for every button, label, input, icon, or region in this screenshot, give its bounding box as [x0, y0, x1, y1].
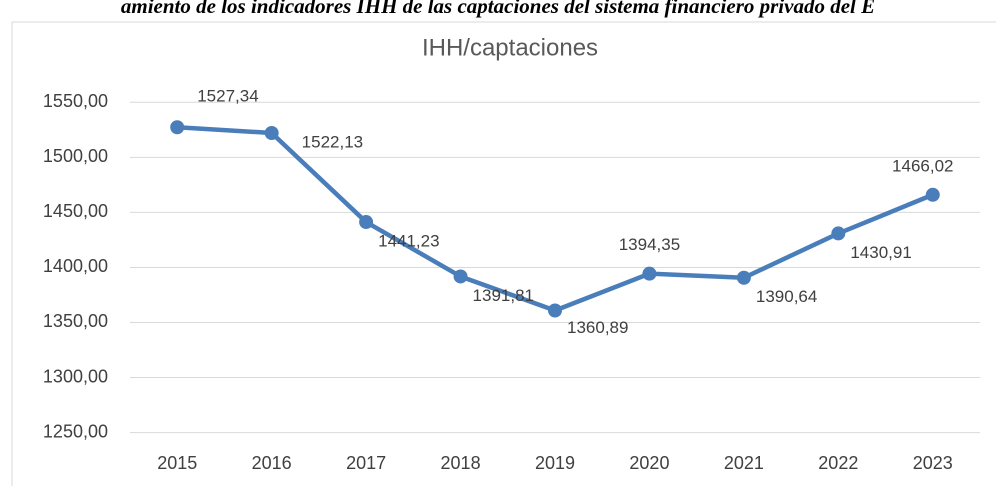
marker: [925, 187, 940, 202]
marker: [831, 226, 846, 241]
data-label: 1522,13: [302, 132, 363, 151]
data-label: 1527,34: [197, 87, 258, 106]
data-label: 1441,23: [378, 232, 439, 251]
data-label: 1394,35: [619, 235, 680, 254]
marker: [642, 266, 657, 281]
marker: [170, 120, 185, 135]
caption: amiento de los indicadores IHH de las ca…: [121, 0, 875, 18]
data-label: 1466,02: [892, 156, 953, 175]
x-tick-label: 2017: [346, 453, 386, 473]
marker: [453, 269, 468, 284]
data-label: 1390,64: [756, 287, 817, 306]
x-tick-label: 2023: [913, 453, 953, 473]
y-tick-label: 1500,00: [43, 146, 108, 166]
marker: [359, 215, 374, 230]
x-tick-label: 2021: [724, 453, 764, 473]
x-tick-label: 2020: [629, 453, 669, 473]
y-tick-label: 1550,00: [43, 91, 108, 111]
y-tick-label: 1400,00: [43, 256, 108, 276]
data-label: 1391,81: [473, 286, 534, 305]
x-tick-label: 2019: [535, 453, 575, 473]
x-tick-label: 2022: [818, 453, 858, 473]
y-tick-label: 1300,00: [43, 366, 108, 386]
chart-title: IHH/captaciones: [422, 34, 598, 61]
line: [177, 125, 934, 313]
data-label: 1430,91: [850, 243, 911, 262]
y-tick-label: 1250,00: [43, 421, 108, 441]
data-label: 1360,89: [567, 318, 628, 337]
marker: [736, 270, 751, 285]
x-tick-label: 2018: [441, 453, 481, 473]
x-tick-label: 2015: [157, 453, 197, 473]
marker: [264, 125, 279, 140]
marker: [548, 303, 562, 318]
y-tick-label: 1450,00: [43, 201, 108, 221]
x-tick-label: 2016: [252, 453, 292, 473]
chart-frame: [11, 21, 996, 491]
y-tick-label: 1350,00: [43, 311, 108, 331]
